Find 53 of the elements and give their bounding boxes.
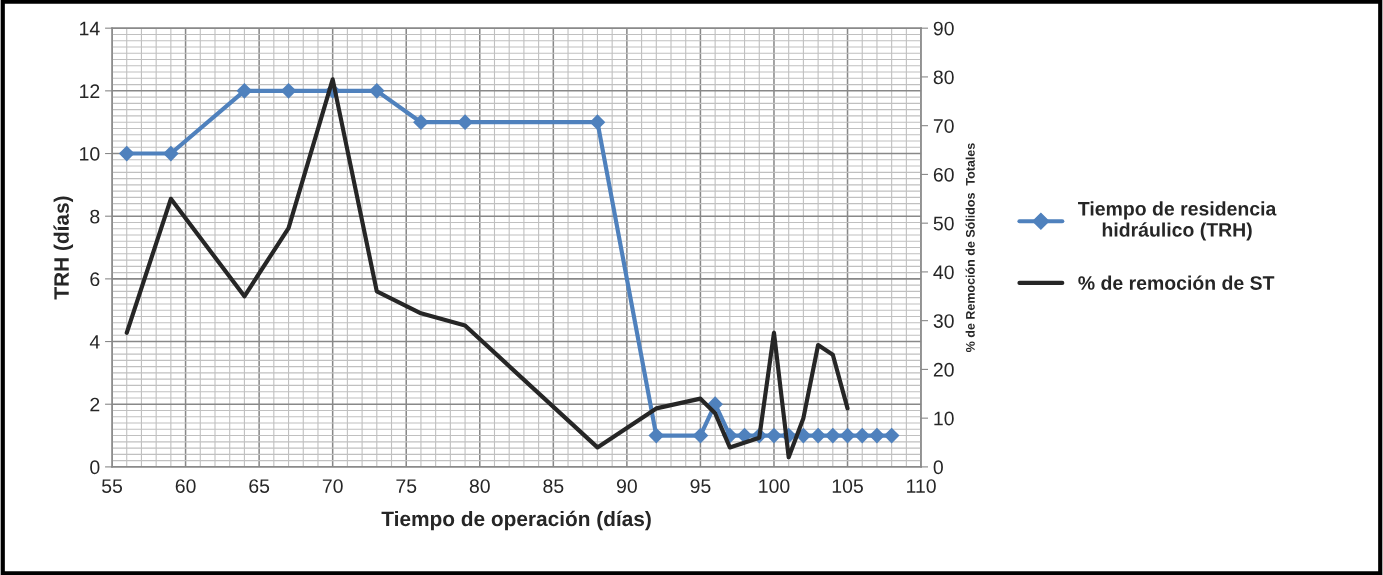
x-tick-label: 75 [396, 479, 417, 493]
point [118, 145, 135, 162]
y2-tick-label: 90 [933, 21, 954, 36]
point [707, 396, 723, 413]
point [766, 427, 782, 444]
x-tick-label: 100 [759, 479, 790, 493]
y2-tick-label: 10 [934, 411, 954, 426]
y-axis-title: TRH (días) [53, 196, 74, 300]
y2-tick-label: 50 [933, 216, 954, 231]
y-tick-label: 10 [80, 146, 100, 161]
point [280, 82, 297, 99]
point [236, 82, 253, 99]
point [824, 427, 841, 444]
point [692, 427, 709, 444]
point [457, 114, 473, 131]
y2-tick-label: 20 [933, 362, 954, 377]
y-tick-label: 12 [80, 84, 100, 98]
x-tick-label: 85 [543, 479, 564, 493]
point [869, 427, 885, 444]
y-tick-label: 6 [90, 272, 100, 287]
y-tick-label: 0 [90, 460, 100, 475]
y2-tick-label: 80 [933, 70, 954, 85]
x-tick-label: 90 [616, 479, 637, 493]
point [810, 427, 826, 444]
x-tick-label: 65 [249, 479, 270, 493]
point [883, 427, 900, 444]
legend-label: % de remoción de ST [1078, 275, 1275, 290]
y-tick-label: 4 [89, 335, 100, 349]
y2-tick-label: 40 [933, 265, 954, 280]
y2-tick-label: 0 [933, 460, 943, 475]
x-tick-label: 80 [469, 479, 490, 493]
x-axis-title: Tiempo de operación (días) [381, 510, 651, 531]
point [163, 145, 179, 162]
y2-tick-label: 70 [933, 119, 954, 133]
x-tick-label: 60 [175, 479, 196, 493]
point [854, 427, 871, 444]
y-tick-label: 2 [90, 397, 100, 412]
point [589, 114, 606, 131]
y2-tick-label: 30 [933, 314, 954, 328]
point [368, 82, 385, 99]
x-tick-label: 95 [690, 479, 711, 493]
y2-tick-label: 60 [933, 167, 954, 182]
point [648, 427, 665, 444]
x-tick-label: 105 [832, 479, 863, 493]
legend-label: Tiempo de residencia hidráulico (TRH) [1078, 201, 1277, 241]
y-tick-label: 14 [80, 21, 100, 36]
x-tick-label: 55 [101, 479, 123, 493]
point [839, 427, 856, 444]
y2-axis-title: % de Remoción de Sólidos Totales [965, 143, 975, 352]
y-tick-label: 8 [90, 209, 100, 224]
x-tick-label: 70 [322, 479, 343, 493]
x-tick-label: 110 [907, 479, 936, 493]
point [413, 114, 429, 131]
